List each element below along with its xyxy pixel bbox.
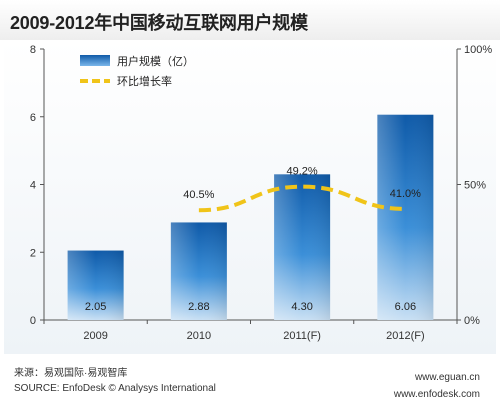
rate-value-label: 49.2% [287, 166, 318, 178]
x-tick-label: 2009 [83, 330, 107, 342]
x-tick-label: 2012(F) [386, 330, 425, 342]
source-cn: 来源：易观国际·易观智库 [14, 368, 128, 379]
url-enfodesk: www.enfodesk.com [393, 389, 480, 400]
growth-rate-line [198, 184, 406, 213]
legend-swatch-bar [80, 55, 110, 66]
y-tick-label: 6 [30, 112, 36, 124]
bar-shading [170, 222, 227, 320]
y-tick-label: 4 [30, 180, 36, 192]
url-eguan: www.eguan.cn [414, 372, 480, 383]
bar-value-label: 2.05 [85, 301, 106, 313]
bar-shading [377, 114, 434, 320]
bar-value-label: 2.88 [188, 301, 209, 313]
bar-value-label: 4.30 [291, 301, 312, 313]
y-tick-label: 0 [30, 315, 36, 327]
x-tick-label: 2011(F) [283, 330, 321, 342]
y2-tick-label: 100% [464, 44, 492, 56]
bar-value-label: 6.06 [395, 301, 416, 313]
rate-value-label: 41.0% [390, 188, 421, 200]
bar-shading [274, 174, 331, 320]
y2-tick-label: 0% [464, 315, 480, 327]
legend-label-bar: 用户规模（亿） [117, 54, 194, 68]
title-bar: 2009-2012年中国移动互联网用户规模 [0, 0, 500, 40]
legend-label-line: 环比增长率 [117, 74, 172, 88]
source-en: SOURCE: EnfoDesk © Analysys Internationa… [14, 383, 216, 394]
bar-shading [67, 250, 124, 320]
x-tick-label: 2010 [187, 330, 211, 342]
y2-tick-label: 50% [464, 180, 486, 192]
y-tick-label: 8 [30, 44, 36, 56]
chart: 0 2 4 6 8 0% 50% 100% 2009 2010 2011(F) 2012(F) 2.0… [30, 44, 492, 342]
chart-title: 2009-2012年中国移动互联网用户规模 [10, 13, 308, 33]
y-tick-label: 2 [30, 247, 36, 259]
rate-value-label: 40.5% [183, 189, 214, 201]
